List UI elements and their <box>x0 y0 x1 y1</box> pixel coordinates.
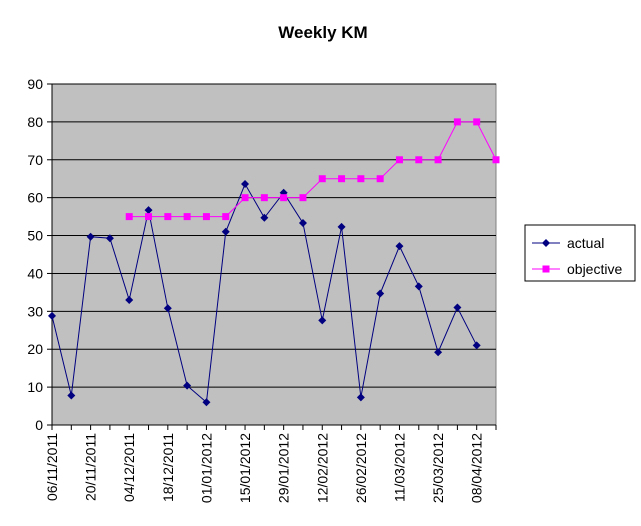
x-tick-label: 15/01/2012 <box>237 433 253 503</box>
point-actual <box>260 213 269 222</box>
legend-marker-actual <box>542 239 550 247</box>
y-tick-label: 50 <box>27 228 43 244</box>
point-actual <box>202 398 211 407</box>
x-tick-label: 11/03/2012 <box>391 433 407 502</box>
chart-title: Weekly KM <box>278 23 367 42</box>
point-objective <box>338 175 346 183</box>
legend-label-actual: actual <box>567 235 604 251</box>
series-actual <box>48 180 481 407</box>
point-actual <box>472 341 481 350</box>
y-tick-label: 90 <box>27 76 43 92</box>
point-objective <box>395 156 403 164</box>
point-actual <box>163 304 172 313</box>
point-actual <box>183 381 192 390</box>
point-objective <box>434 156 442 164</box>
point-actual <box>395 242 404 251</box>
point-actual <box>337 222 346 231</box>
point-actual <box>221 227 230 236</box>
point-actual <box>125 295 134 304</box>
point-objective <box>492 156 500 164</box>
x-tick-label: 18/12/2011 <box>160 433 176 502</box>
point-actual <box>414 282 423 291</box>
point-actual <box>105 234 114 243</box>
x-tick-label: 20/11/2011 <box>83 433 99 501</box>
y-tick-label: 60 <box>27 190 43 206</box>
x-tick-label: 04/12/2011 <box>121 433 137 502</box>
plot-area <box>51 83 497 426</box>
point-actual <box>241 180 250 189</box>
legend-marker-objective <box>542 265 550 273</box>
point-objective <box>202 213 210 221</box>
series-objective <box>125 118 500 221</box>
point-actual <box>453 303 462 312</box>
x-axis: 06/11/2011 20/11/2011 04/12/2011 18/12/2011… <box>44 424 497 503</box>
y-axis: 0 10 20 30 40 50 60 70 80 90 <box>27 76 53 433</box>
legend: actual objective <box>524 224 636 282</box>
point-actual <box>376 289 385 298</box>
point-objective <box>222 213 230 221</box>
point-actual <box>67 391 76 400</box>
x-tick-label: 29/01/2012 <box>276 433 292 503</box>
point-objective <box>164 213 172 221</box>
x-tick-label: 01/01/2012 <box>198 433 214 503</box>
x-tick-label: 12/02/2012 <box>314 433 330 503</box>
y-tick-label: 10 <box>27 379 43 395</box>
x-tick-label: 08/04/2012 <box>469 433 485 503</box>
series-layer <box>48 118 500 407</box>
point-actual <box>318 316 327 325</box>
point-actual <box>356 393 365 402</box>
point-objective <box>125 213 133 221</box>
y-tick-label: 80 <box>27 114 43 130</box>
y-tick-label: 30 <box>27 303 43 319</box>
point-objective <box>473 118 481 126</box>
point-objective <box>318 175 326 183</box>
point-objective <box>260 194 268 202</box>
point-objective <box>415 156 423 164</box>
x-tick-label: 06/11/2011 <box>44 433 60 501</box>
point-actual <box>144 206 153 215</box>
point-objective <box>241 194 249 202</box>
point-objective <box>357 175 365 183</box>
point-actual <box>48 311 56 320</box>
y-tick-label: 70 <box>27 152 43 168</box>
point-objective <box>299 194 307 202</box>
point-actual <box>434 348 443 357</box>
x-tick-label: 26/02/2012 <box>353 433 369 503</box>
point-objective <box>183 213 191 221</box>
legend-label-objective: objective <box>567 261 622 277</box>
point-objective <box>376 175 384 183</box>
x-tick-label: 25/03/2012 <box>430 433 446 503</box>
y-tick-label: 20 <box>27 341 43 357</box>
point-objective <box>145 213 153 221</box>
point-objective <box>280 194 288 202</box>
point-objective <box>453 118 461 126</box>
point-actual <box>86 232 95 241</box>
point-actual <box>298 219 307 228</box>
y-tick-label: 0 <box>35 417 43 433</box>
y-tick-label: 40 <box>27 265 43 281</box>
